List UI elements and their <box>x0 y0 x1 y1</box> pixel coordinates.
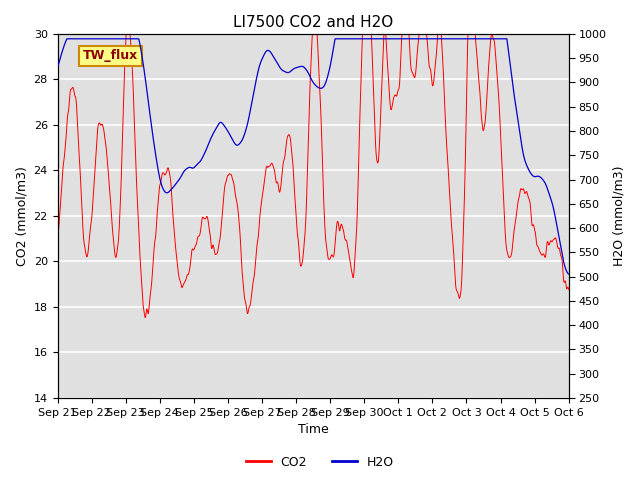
Title: LI7500 CO2 and H2O: LI7500 CO2 and H2O <box>233 15 393 30</box>
Legend: CO2, H2O: CO2, H2O <box>241 451 399 474</box>
Text: TW_flux: TW_flux <box>83 49 138 62</box>
Y-axis label: CO2 (mmol/m3): CO2 (mmol/m3) <box>15 166 28 266</box>
Y-axis label: H2O (mmol/m3): H2O (mmol/m3) <box>612 166 625 266</box>
X-axis label: Time: Time <box>298 423 328 436</box>
